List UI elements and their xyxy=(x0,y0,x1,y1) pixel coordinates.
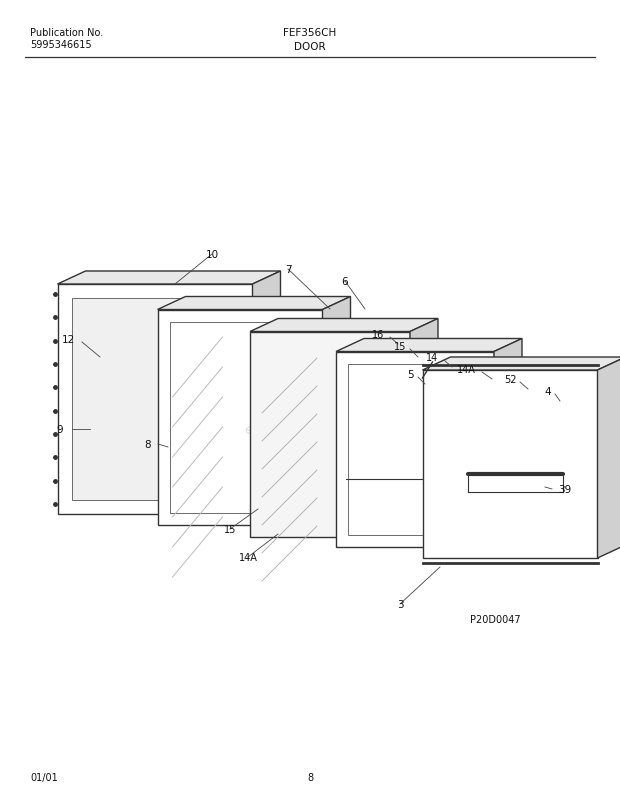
Polygon shape xyxy=(157,310,322,525)
Polygon shape xyxy=(250,319,438,332)
Text: Publication No.: Publication No. xyxy=(30,28,104,38)
Polygon shape xyxy=(252,272,280,514)
Text: 15: 15 xyxy=(394,342,406,351)
Polygon shape xyxy=(58,272,280,285)
Text: 14: 14 xyxy=(426,353,438,363)
Text: 9: 9 xyxy=(56,424,63,435)
Text: 8: 8 xyxy=(144,439,151,449)
Polygon shape xyxy=(322,297,350,525)
Text: 5995346615: 5995346615 xyxy=(30,40,92,50)
Text: FEF356CH: FEF356CH xyxy=(283,28,337,38)
Text: 01/01: 01/01 xyxy=(30,772,58,782)
Polygon shape xyxy=(157,297,350,310)
Text: 5: 5 xyxy=(407,370,414,379)
Text: DOOR: DOOR xyxy=(294,42,326,52)
Polygon shape xyxy=(598,358,620,558)
Text: 39: 39 xyxy=(559,484,572,494)
Text: eReplacementParts.com: eReplacementParts.com xyxy=(244,423,396,456)
Text: P20D0047: P20D0047 xyxy=(470,614,521,624)
Polygon shape xyxy=(494,339,522,547)
Text: 16: 16 xyxy=(372,330,384,339)
Polygon shape xyxy=(336,352,494,547)
Text: 6: 6 xyxy=(342,277,348,286)
Polygon shape xyxy=(58,285,252,514)
Text: 7: 7 xyxy=(285,265,291,274)
Text: 3: 3 xyxy=(397,599,404,610)
Text: 12: 12 xyxy=(61,334,74,345)
Text: 10: 10 xyxy=(205,249,219,260)
Text: 52: 52 xyxy=(503,375,516,384)
Polygon shape xyxy=(71,298,239,500)
Text: 14A: 14A xyxy=(456,365,476,375)
Polygon shape xyxy=(250,332,410,537)
Text: 8: 8 xyxy=(307,772,313,782)
Polygon shape xyxy=(422,358,620,371)
Polygon shape xyxy=(336,339,522,352)
Text: 4: 4 xyxy=(545,387,551,396)
Text: 14A: 14A xyxy=(239,553,257,562)
Polygon shape xyxy=(410,319,438,537)
Polygon shape xyxy=(422,371,598,558)
Text: 15: 15 xyxy=(224,525,236,534)
